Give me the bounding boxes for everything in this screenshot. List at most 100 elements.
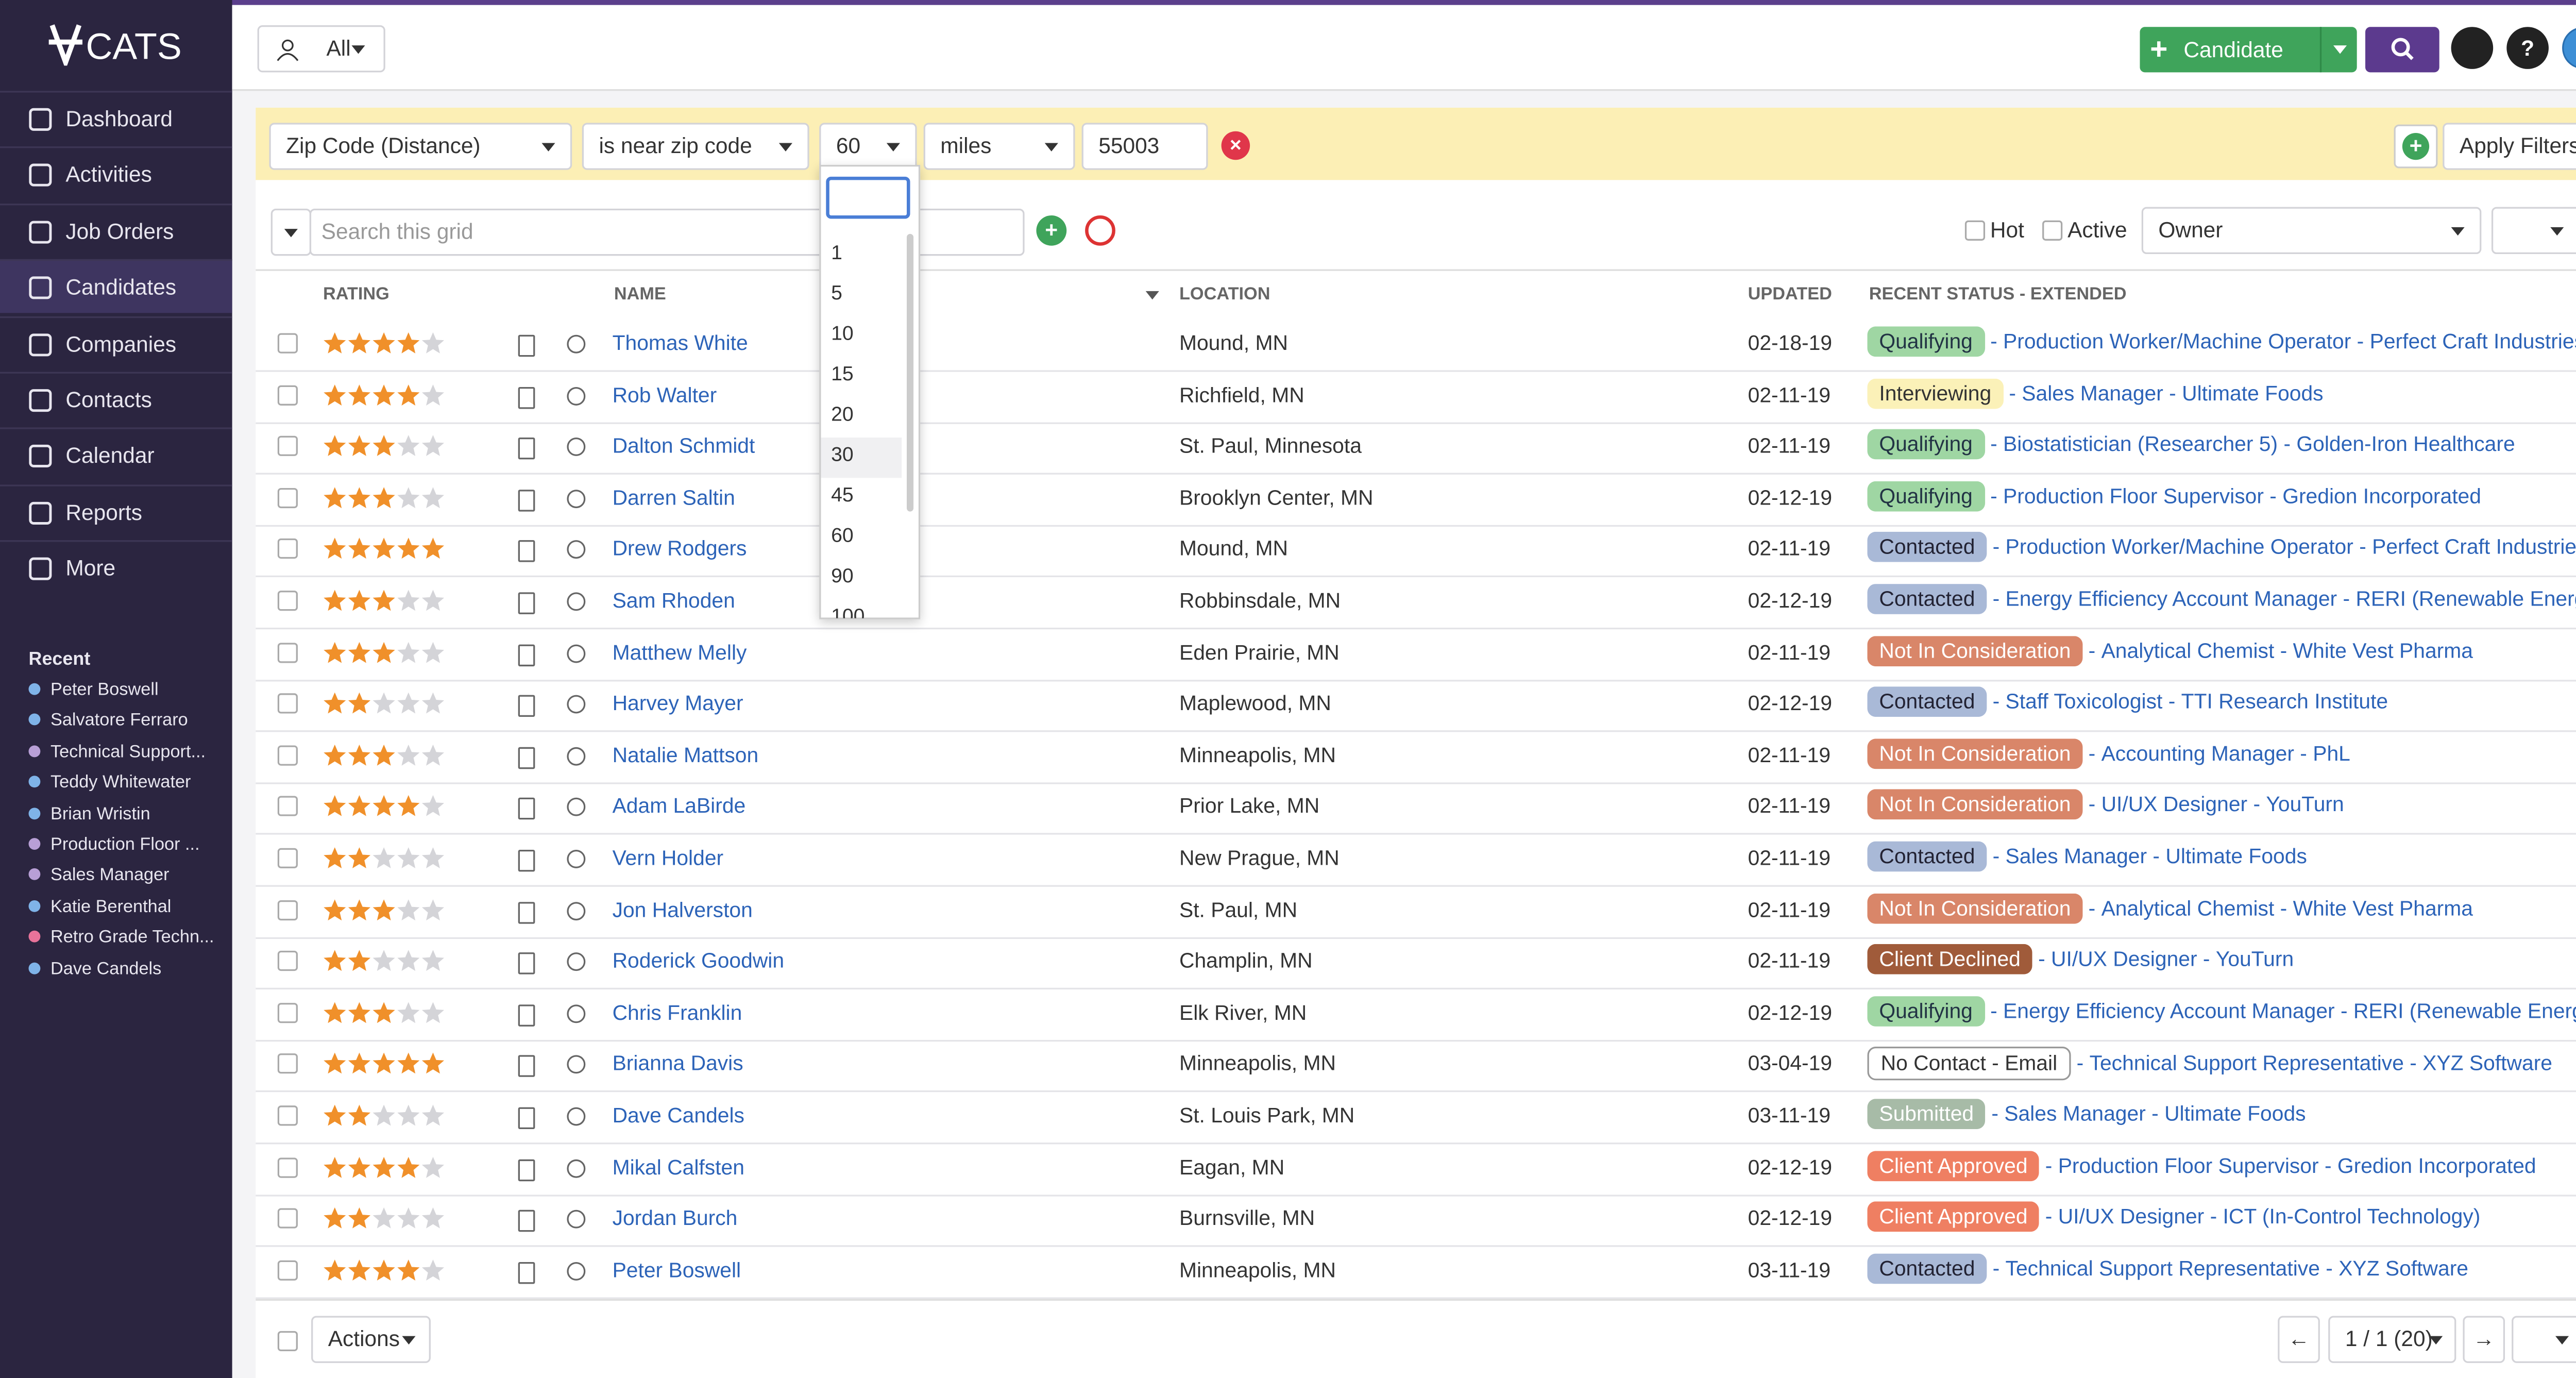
nav-item[interactable]: Activities [0, 147, 232, 200]
table-row[interactable]: Darren SaltinBrooklyn Center, MN02-12-19… [256, 474, 2576, 526]
rating-stars[interactable] [323, 692, 468, 717]
candidate-name[interactable]: Rob Walter [613, 383, 717, 407]
nav-item[interactable]: Reports [0, 484, 232, 538]
job-link[interactable]: Energy Efficiency Account Manager [1987, 587, 2337, 611]
job-link[interactable]: Analytical Chemist [2082, 896, 2274, 920]
preview-icon[interactable] [567, 1210, 585, 1229]
column-header[interactable]: UPDATED [1748, 284, 1832, 305]
table-row[interactable]: Dave CandelsSt. Louis Park, MN03-11-19Su… [256, 1092, 2576, 1144]
row-checkbox[interactable] [278, 900, 298, 920]
status-badge[interactable]: Contacted [1867, 532, 1987, 563]
scope-select[interactable]: All [258, 25, 385, 72]
candidate-name[interactable]: Natalie Mattson [613, 744, 759, 767]
table-row[interactable]: Natalie MattsonMinneapolis, MN02-11-19No… [256, 732, 2576, 784]
tag-select[interactable] [2492, 207, 2576, 254]
company-link[interactable]: Ultimate Foods [2146, 1102, 2306, 1126]
next-page[interactable]: → [2463, 1316, 2505, 1363]
status-badge[interactable]: Qualifying [1867, 326, 1984, 357]
rating-stars[interactable] [323, 537, 468, 563]
candidate-name[interactable]: Brianna Davis [613, 1052, 743, 1076]
resume-icon[interactable] [518, 798, 535, 820]
search-button[interactable] [2365, 27, 2439, 72]
job-link[interactable]: Analytical Chemist [2082, 638, 2274, 662]
remove-filter[interactable]: × [1222, 131, 1250, 160]
preview-icon[interactable] [567, 747, 585, 765]
actions-button[interactable]: Actions [311, 1316, 431, 1363]
preview-icon[interactable] [567, 592, 585, 611]
company-link[interactable]: Gredion Incorporated [2319, 1154, 2536, 1178]
dropdown-option[interactable]: 45 [831, 483, 854, 507]
row-checkbox[interactable] [278, 333, 298, 354]
row-checkbox[interactable] [278, 1157, 298, 1177]
prev-page[interactable]: ← [2278, 1316, 2320, 1363]
preview-icon[interactable] [567, 798, 585, 817]
rating-stars[interactable] [323, 1052, 468, 1078]
nav-item[interactable]: Calendar [0, 428, 232, 482]
resume-icon[interactable] [518, 541, 535, 562]
company-link[interactable]: XYZ Software [2320, 1257, 2468, 1281]
row-checkbox[interactable] [278, 745, 298, 765]
resume-icon[interactable] [518, 850, 535, 871]
status-badge[interactable]: Contacted [1867, 1253, 1987, 1284]
table-row[interactable]: Chris FranklinElk River, MN02-12-19Quali… [256, 989, 2576, 1041]
job-link[interactable]: Energy Efficiency Account Manager [1985, 999, 2335, 1023]
candidate-name[interactable]: Sam Rhoden [613, 589, 735, 613]
help-icon[interactable]: ? [2506, 27, 2549, 69]
filter-zip[interactable]: 55003 [1082, 123, 1208, 170]
rating-stars[interactable] [323, 434, 468, 460]
table-row[interactable]: Brianna DavisMinneapolis, MN03-04-19No C… [256, 1040, 2576, 1093]
recent-item[interactable]: Peter Boswell [29, 680, 159, 700]
candidate-name[interactable]: Adam LaBirde [613, 795, 746, 819]
job-link[interactable]: Sales Manager [1986, 1102, 2146, 1126]
job-link[interactable]: Production Worker/Machine Operator [1987, 536, 2353, 560]
rating-stars[interactable] [323, 331, 468, 357]
preview-icon[interactable] [567, 386, 585, 405]
company-link[interactable]: RERI (Renewable Energy R [2337, 587, 2576, 611]
status-badge[interactable]: Submitted [1867, 1099, 1985, 1129]
resume-icon[interactable] [518, 901, 535, 923]
resume-icon[interactable] [518, 1056, 535, 1078]
resume-icon[interactable] [518, 1107, 535, 1129]
company-link[interactable]: YouTurn [2197, 948, 2294, 971]
nav-item[interactable]: Companies [0, 316, 232, 369]
resume-icon[interactable] [518, 953, 535, 974]
row-checkbox[interactable] [278, 694, 298, 714]
dropdown-search[interactable] [826, 177, 910, 219]
company-link[interactable]: Perfect Craft Industries, [2353, 536, 2576, 560]
preview-icon[interactable] [567, 953, 585, 971]
add-candidate-button[interactable]: +Candidate [2140, 27, 2357, 72]
rating-stars[interactable] [323, 898, 468, 923]
nav-item[interactable]: More [0, 541, 232, 594]
status-badge[interactable]: Contacted [1867, 842, 1987, 872]
table-row[interactable]: Jon HalverstonSt. Paul, MN02-11-19Not In… [256, 886, 2576, 938]
job-link[interactable]: Production Floor Supervisor [2039, 1154, 2318, 1178]
candidate-name[interactable]: Jordan Burch [613, 1207, 738, 1231]
candidate-name[interactable]: Jon Halverston [613, 898, 753, 921]
rating-stars[interactable] [323, 1207, 468, 1232]
rating-stars[interactable] [323, 795, 468, 820]
status-badge[interactable]: Not In Consideration [1867, 893, 2082, 923]
status-badge[interactable]: Not In Consideration [1867, 790, 2082, 820]
apply-filters[interactable]: Apply Filters [2443, 123, 2576, 170]
company-link[interactable]: TTI Research Institute [2162, 690, 2388, 714]
candidate-name[interactable]: Mikal Calfsten [613, 1155, 744, 1179]
nav-item[interactable]: Contacts [0, 372, 232, 426]
job-link[interactable]: Sales Manager [2003, 381, 2163, 405]
table-row[interactable]: Roderick GoodwinChamplin, MN02-11-19Clie… [256, 937, 2576, 989]
nav-item[interactable]: Dashboard [0, 91, 232, 144]
table-row[interactable]: Dalton SchmidtSt. Paul, Minnesota02-11-1… [256, 423, 2576, 475]
nav-item[interactable]: Job Orders [0, 203, 232, 257]
filter-field[interactable]: Zip Code (Distance) [269, 123, 572, 170]
rating-stars[interactable] [323, 383, 468, 408]
job-link[interactable]: Technical Support Representative [1987, 1257, 2320, 1281]
candidate-name[interactable]: Roderick Goodwin [613, 949, 785, 973]
rating-stars[interactable] [323, 846, 468, 871]
candidate-name[interactable]: Dalton Schmidt [613, 434, 755, 458]
job-link[interactable]: Technical Support Representative [2071, 1052, 2404, 1076]
row-checkbox[interactable] [278, 1260, 298, 1280]
resume-icon[interactable] [518, 695, 535, 717]
job-link[interactable]: UI/UX Designer [2039, 1205, 2204, 1229]
company-link[interactable]: Golden-Iron Healthcare [2278, 433, 2515, 457]
preview-icon[interactable] [567, 850, 585, 868]
column-header[interactable]: LOCATION [1179, 284, 1270, 305]
